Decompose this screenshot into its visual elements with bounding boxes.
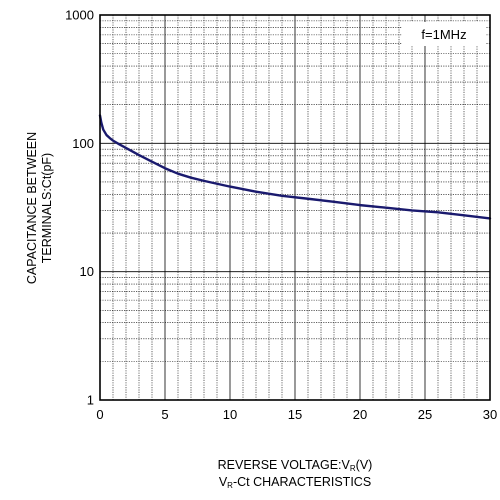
y-axis-label-line2: TERMINALS:Ct(pF) [40,152,54,264]
caption-text: V [218,475,228,489]
tick-labels: 0 5 10 15 20 25 30 1 10 100 1000 [65,8,497,423]
plot-frame [99,14,491,401]
series-line [98,114,492,220]
x-tick-label: 25 [418,407,432,422]
x-axis-label-unit: (V) [355,458,373,472]
caption-suffix: -Ct CHARACTERISTICS [232,475,372,489]
annotation-box [402,22,486,46]
axes [99,14,491,401]
y-tick-label: 10 [80,264,94,279]
x-tick-label: 5 [161,407,168,422]
x-tick-label: 20 [353,407,367,422]
x-axis-label-subscript: R [349,464,356,473]
x-tick-label: 10 [223,407,237,422]
caption-subscript: R [227,481,233,490]
annotation-text: f=1MHz [421,27,466,42]
frequency-annotation: f=1MHz [402,22,486,46]
x-axis-label: REVERSE VOLTAGE:VR(V) [100,458,490,473]
y-tick-label: 1000 [65,8,94,23]
series-layer [98,114,492,220]
y-tick-label: 100 [72,136,94,151]
chart-caption: VR-Ct CHARACTERISTICS [100,475,490,490]
x-tick-label: 15 [288,407,302,422]
y-axis-label-line1: CAPACITANCE BETWEEN [25,131,39,285]
x-tick-label: 0 [96,407,103,422]
y-tick-label: 1 [87,393,94,408]
x-axis-label-text: REVERSE VOLTAGE:V [217,458,350,472]
x-tick-label: 30 [483,407,497,422]
